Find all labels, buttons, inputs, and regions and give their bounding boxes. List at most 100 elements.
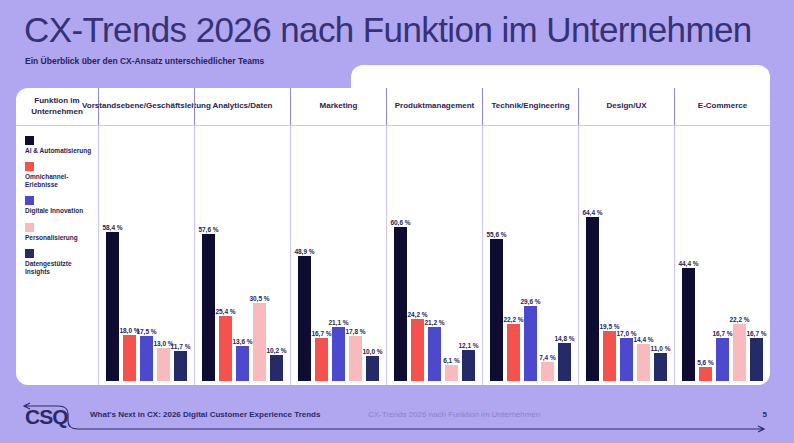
legend-label: Personalisierung: [25, 234, 94, 242]
bar-group: 57,6 %25,4 %13,6 %30,5 %10,2 %: [194, 126, 290, 385]
bar-wrap: 24,2 %: [411, 319, 424, 381]
page-subtitle: Ein Überblick über den CX-Ansatz untersc…: [25, 56, 264, 66]
bar-value-label: 29,6 %: [520, 298, 540, 305]
column-header: Analytics/Daten: [194, 88, 290, 125]
bar-wrap: 10,0 %: [366, 356, 379, 382]
legend-item: Omnichannel-Erlebnisse: [25, 162, 94, 189]
bar-wrap: 12,1 %: [462, 350, 475, 381]
bar-value-label: 5,6 %: [697, 359, 714, 366]
footer: CSQ What's Next in CX: 2026 Digital Cust…: [0, 393, 794, 443]
bar-wrap: 17,5 %: [140, 336, 153, 381]
legend-label: Omnichannel-Erlebnisse: [25, 173, 94, 189]
bar-wrap: 44,4 %: [682, 268, 695, 381]
footer-report-title: What's Next in CX: 2026 Digital Customer…: [90, 410, 320, 419]
bar-group: 44,4 %5,6 %16,7 %22,2 %16,7 %: [674, 126, 770, 385]
bar: [620, 338, 633, 381]
column-header: Marketing: [290, 88, 386, 125]
bar: [507, 324, 520, 381]
bar-value-label: 6,1 %: [443, 357, 460, 364]
column-header: E-Commerce: [674, 88, 770, 125]
bar-value-label: 58,4 %: [102, 224, 122, 231]
bar-value-label: 55,6 %: [486, 231, 506, 238]
bar-wrap: 21,2 %: [428, 327, 441, 381]
bar: [445, 365, 458, 381]
page-title: CX-Trends 2026 nach Funktion im Unterneh…: [24, 10, 752, 50]
legend-label: Datengestützte Insights: [25, 260, 94, 276]
footer-page-number: 5: [763, 410, 767, 419]
legend-item: AI & Automatisierung: [25, 136, 94, 155]
bar: [586, 217, 599, 381]
bar-wrap: 58,4 %: [106, 232, 119, 381]
bar: [558, 343, 571, 381]
bar: [716, 338, 729, 381]
bar: [270, 355, 283, 381]
bar-value-label: 10,2 %: [266, 347, 286, 354]
bar-wrap: 22,2 %: [507, 324, 520, 381]
bar-value-label: 14,4 %: [633, 336, 653, 343]
column-header: Vorstandsebene/Geschäftsleitung: [98, 88, 194, 125]
bar-value-label: 11,0 %: [651, 345, 671, 352]
bar-wrap: 60,6 %: [394, 227, 407, 382]
bar-value-label: 17,5 %: [136, 328, 156, 335]
bar-wrap: 13,0 %: [157, 348, 170, 381]
bar-group: 60,6 %24,2 %21,2 %6,1 %12,1 %: [386, 126, 482, 385]
bar: [428, 327, 441, 381]
bar-value-label: 64,4 %: [582, 209, 602, 216]
chart-header-row: Funktion im Unternehmen Vorstandsebene/G…: [16, 88, 770, 126]
bar-value-label: 7,4 %: [539, 354, 556, 361]
bar-wrap: 22,2 %: [733, 324, 746, 381]
bar-value-label: 24,2 %: [407, 311, 427, 318]
legend-label: Digitale Innovation: [25, 207, 94, 215]
legend-item: Personalisierung: [25, 223, 94, 242]
bar: [699, 367, 712, 381]
bar: [733, 324, 746, 381]
bar: [236, 346, 249, 381]
bar-value-label: 16,7 %: [712, 330, 732, 337]
bar-wrap: 17,0 %: [620, 338, 633, 381]
bar: [682, 268, 695, 381]
bar-wrap: 16,7 %: [750, 338, 763, 381]
bar-value-label: 57,6 %: [198, 226, 218, 233]
bar-value-label: 30,5 %: [249, 295, 269, 302]
bar-value-label: 11,7 %: [171, 343, 191, 350]
bar-wrap: 19,5 %: [603, 331, 616, 381]
bar: [411, 319, 424, 381]
bar-group: 55,6 %22,2 %29,6 %7,4 %14,8 %: [482, 126, 578, 385]
column-header: Produktmanagement: [386, 88, 482, 125]
bar-wrap: 10,2 %: [270, 355, 283, 381]
bar-value-label: 60,6 %: [390, 219, 410, 226]
legend-label: AI & Automatisierung: [25, 147, 94, 155]
bar: [349, 336, 362, 381]
bar: [219, 316, 232, 381]
bar-wrap: 25,4 %: [219, 316, 232, 381]
bar: [750, 338, 763, 381]
bar-wrap: 17,8 %: [349, 336, 362, 381]
csq-logo: CSQ: [25, 405, 68, 429]
legend-swatch: [25, 136, 34, 145]
bar: [253, 303, 266, 381]
bar-value-label: 17,8 %: [345, 328, 365, 335]
bar: [524, 306, 537, 382]
bar-value-label: 10,0 %: [362, 348, 382, 355]
bar: [637, 344, 650, 381]
bar-wrap: 29,6 %: [524, 306, 537, 382]
bar: [462, 350, 475, 381]
bar-value-label: 22,2 %: [503, 316, 523, 323]
slide: { "page": { "background_color": "#b0a7f0…: [0, 0, 794, 443]
footer-slide-title: CX-Trends 2026 nach Funktion im Unterneh…: [368, 410, 540, 419]
bar-wrap: 48,9 %: [298, 256, 311, 381]
bar: [654, 353, 667, 381]
bar: [140, 336, 153, 381]
chart-card: Funktion im Unternehmen Vorstandsebene/G…: [16, 88, 770, 385]
legend-swatch: [25, 196, 34, 205]
bar-wrap: 7,4 %: [541, 362, 554, 381]
bar-group: 48,9 %16,7 %21,1 %17,8 %10,0 %: [290, 126, 386, 385]
bar-value-label: 21,1 %: [328, 319, 348, 326]
bar-wrap: 18,0 %: [123, 335, 136, 381]
bar-value-label: 25,4 %: [215, 308, 235, 315]
bar-wrap: 16,7 %: [716, 338, 729, 381]
bar-value-label: 48,9 %: [294, 248, 314, 255]
bar-value-label: 14,8 %: [554, 335, 574, 342]
bar-value-label: 22,2 %: [729, 316, 749, 323]
bar-group: 64,4 % 19,5 % 17,0 %14,4 % 11,0 %: [578, 126, 674, 385]
